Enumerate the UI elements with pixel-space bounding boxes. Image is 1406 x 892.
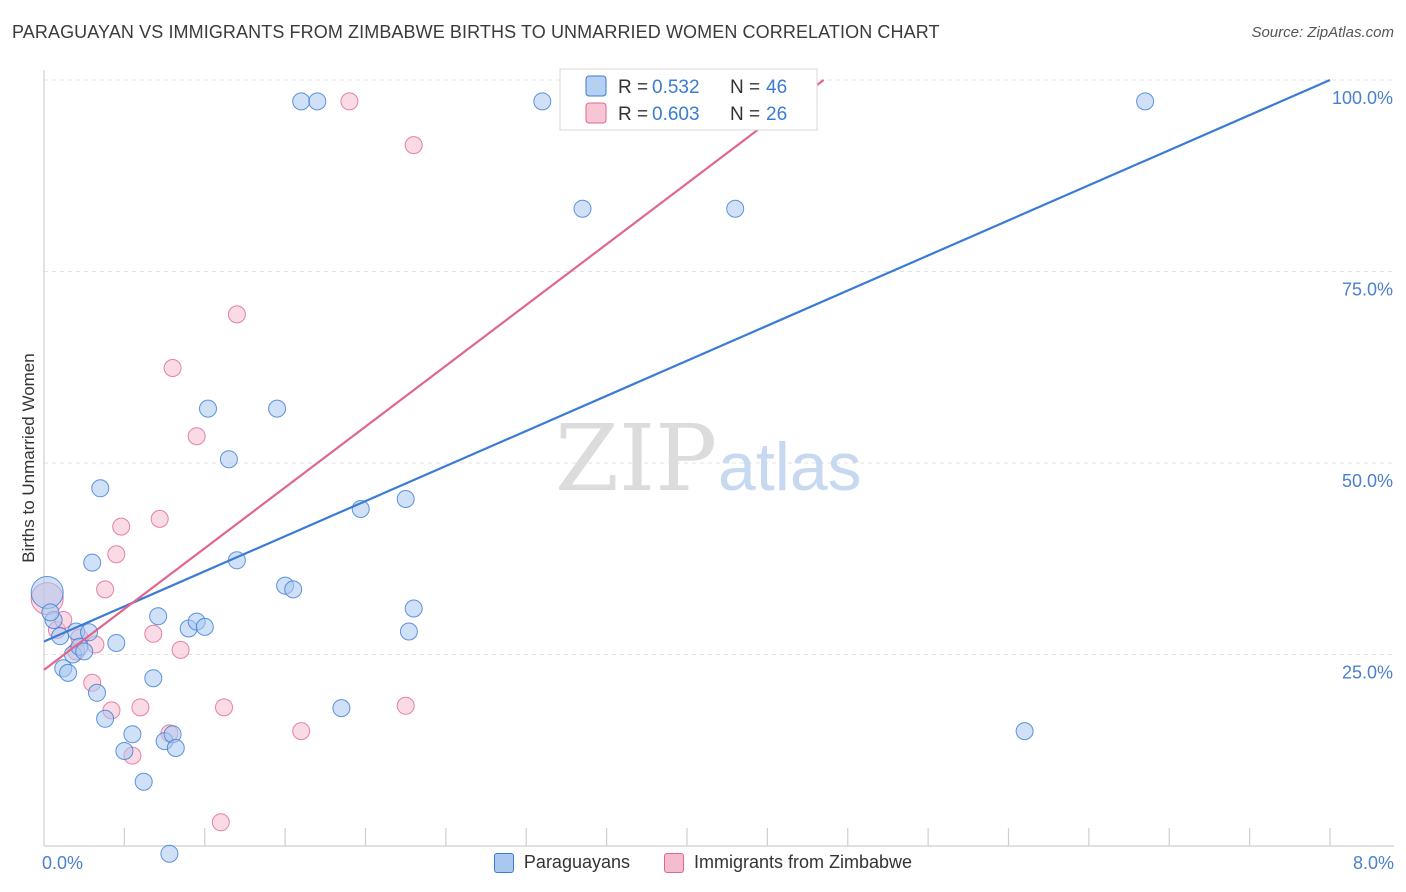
point-paraguayans [166,739,185,757]
point-paraguayans [308,92,327,111]
bottom-legend: Paraguayans Immigrants from Zimbabwe [0,852,1406,873]
point-paraguayans [284,580,303,599]
legend-n-value-2: 26 [766,104,787,125]
series-paraguayans-points [30,92,1155,863]
x-tick-label: 0.0% [42,853,83,873]
point-paraguayans [404,599,423,618]
point-paraguayans [80,623,98,642]
point-zimbabwe [396,696,415,715]
watermark-zip: ZIP [555,405,717,512]
legend-swatch-paraguayans [585,75,607,97]
point-paraguayans [396,490,415,508]
point-paraguayans [96,709,115,728]
point-paraguayans [41,603,60,622]
legend-swatch-pink [664,852,684,873]
point-paraguayans [573,199,592,218]
y-axis-label: Births to Unmarried Women [19,353,38,562]
point-zimbabwe [131,698,150,717]
y-tick-label: 50.0% [1342,471,1393,491]
trendline-paraguayans [43,78,1331,643]
point-paraguayans [88,683,106,702]
point-zimbabwe [340,92,359,111]
point-paraguayans [115,742,134,760]
point-paraguayans [144,669,163,688]
point-paraguayans [91,479,110,498]
point-paraguayans [399,622,418,641]
point-paraguayans [292,92,311,111]
x-ticks [123,828,1331,846]
point-zimbabwe [215,698,233,717]
point-paraguayans [149,607,168,626]
legend-n-value-1: 46 [766,77,787,98]
legend-n-label-2: N = [730,104,760,125]
point-paraguayans [1136,92,1155,111]
point-paraguayans [83,553,102,572]
legend-r-value-2: 0.603 [652,104,700,125]
point-zimbabwe [211,813,230,832]
legend-swatch-zimbabwe [585,102,607,124]
y-tick-label: 100.0% [1332,88,1393,108]
point-paraguayans [160,844,179,863]
legend-r-label-2: R = [618,104,648,125]
trendline-zimbabwe [43,79,825,671]
point-zimbabwe [404,136,423,155]
legend-r-value-1: 0.532 [652,77,700,98]
point-paraguayans [75,642,94,661]
point-paraguayans [30,576,64,609]
legend-item-paraguayans[interactable]: Paraguayans [493,852,630,873]
point-paraguayans [59,663,78,682]
point-paraguayans [134,772,153,791]
point-paraguayans [533,92,552,111]
point-zimbabwe [96,580,115,599]
watermark-atlas: atlas [718,429,862,505]
point-paraguayans [332,699,351,718]
point-paraguayans [268,399,287,418]
point-zimbabwe [292,722,311,741]
point-zimbabwe [107,545,126,564]
y-tick-labels: 25.0% 50.0% 75.0% 100.0% [1332,88,1393,683]
legend-n-label-1: N = [730,77,760,98]
point-zimbabwe [144,624,163,643]
grid-lines [44,79,1394,655]
legend-swatch-blue [493,852,514,873]
point-paraguayans [107,634,126,652]
legend-label-paraguayans: Paraguayans [523,852,630,872]
source-label: Source: ZipAtlas.com [1251,24,1394,41]
point-zimbabwe [112,517,131,536]
point-paraguayans [123,725,142,744]
point-paraguayans [219,450,238,469]
x-tick-label: 8.0% [1353,853,1394,873]
point-paraguayans [199,399,217,418]
trend-lines [43,78,1331,671]
legend-r-label-1: R = [618,77,648,98]
legend-box: R = 0.532 N = 46 R = 0.603 N = 26 [559,68,818,131]
legend-item-zimbabwe[interactable]: Immigrants from Zimbabwe [664,852,912,873]
point-paraguayans [195,617,214,636]
point-paraguayans [1015,722,1034,741]
y-tick-label: 25.0% [1342,663,1393,683]
watermark: ZIP atlas [555,405,862,512]
point-zimbabwe [187,427,206,446]
point-zimbabwe [163,359,182,377]
point-paraguayans [726,199,745,218]
legend-label-zimbabwe: Immigrants from Zimbabwe [694,852,913,872]
point-zimbabwe [171,640,190,659]
chart-title: PARAGUAYAN VS IMMIGRANTS FROM ZIMBABWE B… [12,22,940,42]
point-zimbabwe [227,305,246,324]
x-tick-labels: 0.0% 8.0% [42,853,1394,873]
y-tick-label: 75.0% [1342,280,1393,300]
point-zimbabwe [150,509,169,528]
